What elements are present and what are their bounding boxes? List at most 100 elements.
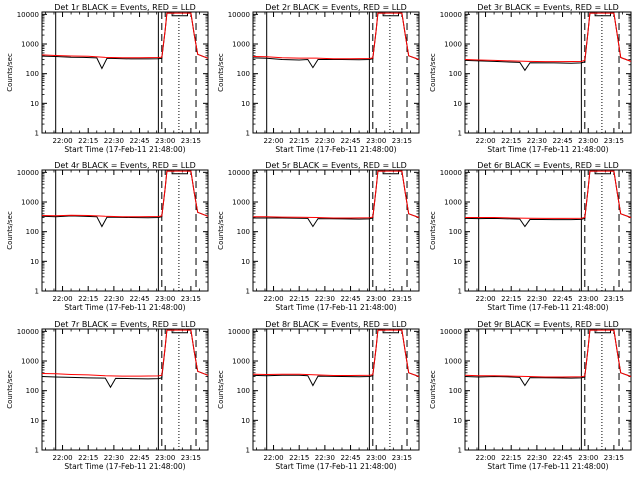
y-tick-label: 10000 [440,11,462,19]
x-tick-label: 23:00 [155,137,175,145]
y-tick-label: 10000 [440,328,462,336]
y-tick-label: 1000 [444,199,462,207]
lld-series-line [252,329,420,377]
y-tick-label: 1 [458,288,462,296]
x-tick-label: 23:15 [392,454,412,462]
y-tick-label: 100 [237,228,250,236]
y-tick-label: 10000 [228,11,250,19]
y-tick-label: 10 [30,100,39,108]
y-tick-label: 10000 [228,328,250,336]
x-tick-label: 22:30 [527,454,547,462]
panel-title: Det 4r BLACK = Events, RED = LLD [54,161,196,170]
y-tick-label: 1000 [444,358,462,366]
x-tick-label: 22:00 [263,295,283,303]
y-tick-label: 100 [237,387,250,395]
lld-series-line [464,12,632,63]
detector-panel-2: 1 10 100 1000 10000 22:00 22:15 22:30 22:45 23:00… [217,3,420,154]
y-tick-label: 10 [241,258,250,266]
panel-title: Det 7r BLACK = Events, RED = LLD [54,320,196,329]
detector-panel-6: 1 10 100 1000 10000 22:00 22:15 22:30 22:45 23:00… [429,161,632,312]
y-tick-label: 10000 [17,328,39,336]
y-tick-label: 10 [453,100,462,108]
detector-panel-3: 1 10 100 1000 10000 22:00 22:15 22:30 22:45 23:00… [429,3,632,154]
x-tick-label: 22:45 [552,295,572,303]
x-tick-label: 23:00 [155,454,175,462]
x-tick-label: 22:30 [315,454,335,462]
y-tick-label: 10 [241,100,250,108]
detector-panel-8: 1 10 100 1000 10000 22:00 22:15 22:30 22:45 23:00… [217,320,420,471]
y-tick-label: 1000 [232,199,250,207]
lld-series-line [41,329,209,377]
x-tick-label: 23:15 [604,137,624,145]
y-axis-label: Counts/sec [429,53,437,92]
events-series-line [252,12,420,69]
x-tick-label: 22:45 [552,137,572,145]
x-tick-label: 23:15 [392,137,412,145]
x-tick-label: 22:30 [527,137,547,145]
y-axis-label: Counts/sec [217,370,225,409]
y-tick-label: 1 [246,130,250,138]
x-tick-label: 22:45 [129,137,149,145]
y-tick-label: 1000 [232,358,250,366]
x-tick-label: 22:00 [475,137,495,145]
y-tick-label: 10 [241,417,250,425]
events-series-line [41,329,209,389]
x-tick-label: 22:00 [475,295,495,303]
y-tick-label: 100 [26,228,39,236]
x-axis-label: Start Time (17-Feb-11 21:48:00) [487,462,608,471]
lld-series-line [464,329,632,378]
x-tick-label: 22:00 [52,454,72,462]
x-tick-label: 23:00 [366,137,386,145]
y-tick-label: 100 [26,70,39,78]
x-tick-label: 22:15 [501,454,521,462]
y-tick-label: 100 [449,387,462,395]
x-tick-label: 22:15 [289,295,309,303]
x-tick-label: 22:00 [52,137,72,145]
y-tick-label: 1000 [21,41,39,49]
y-axis-label: Counts/sec [217,211,225,250]
x-tick-label: 22:15 [78,295,98,303]
y-tick-label: 1 [246,447,250,455]
x-tick-label: 22:30 [315,137,335,145]
y-tick-label: 100 [449,70,462,78]
detector-panel-1: 1 10 100 1000 10000 22:00 22:15 22:30 22:45 23:00… [6,3,209,154]
x-tick-label: 22:15 [501,295,521,303]
plot-frame [464,328,632,451]
y-tick-label: 10000 [440,169,462,177]
x-tick-label: 23:15 [392,295,412,303]
panel-title: Det 6r BLACK = Events, RED = LLD [477,161,619,170]
x-tick-label: 22:15 [289,137,309,145]
x-tick-label: 23:15 [604,295,624,303]
panel-title: Det 2r BLACK = Events, RED = LLD [265,3,407,12]
x-tick-label: 22:45 [340,295,360,303]
y-tick-label: 1 [35,130,39,138]
x-tick-label: 22:45 [129,295,149,303]
y-tick-label: 100 [237,70,250,78]
panel-title: Det 1r BLACK = Events, RED = LLD [54,3,196,12]
events-series-line [41,12,209,70]
x-axis-label: Start Time (17-Feb-11 21:48:00) [275,462,396,471]
x-tick-label: 23:00 [366,454,386,462]
panel-title: Det 9r BLACK = Events, RED = LLD [477,320,619,329]
y-axis-label: Counts/sec [6,53,14,92]
y-axis-label: Counts/sec [429,211,437,250]
y-axis-label: Counts/sec [6,370,14,409]
x-tick-label: 22:15 [78,137,98,145]
panel-title: Det 8r BLACK = Events, RED = LLD [265,320,407,329]
x-axis-label: Start Time (17-Feb-11 21:48:00) [487,145,608,154]
y-tick-label: 1000 [21,358,39,366]
y-axis-label: Counts/sec [217,53,225,92]
x-tick-label: 23:00 [578,295,598,303]
plot-frame [252,328,420,451]
x-tick-label: 22:00 [52,295,72,303]
x-tick-label: 22:15 [78,454,98,462]
detector-panel-4: 1 10 100 1000 10000 22:00 22:15 22:30 22:45 23:00… [6,161,209,312]
y-tick-label: 10000 [17,169,39,177]
y-tick-label: 1 [35,447,39,455]
y-tick-label: 10 [30,258,39,266]
x-axis-label: Start Time (17-Feb-11 21:48:00) [487,303,608,312]
detector-panel-9: 1 10 100 1000 10000 22:00 22:15 22:30 22:45 23:00… [429,320,632,471]
x-tick-label: 22:00 [263,454,283,462]
x-axis-label: Start Time (17-Feb-11 21:48:00) [64,303,185,312]
x-tick-label: 22:45 [340,137,360,145]
